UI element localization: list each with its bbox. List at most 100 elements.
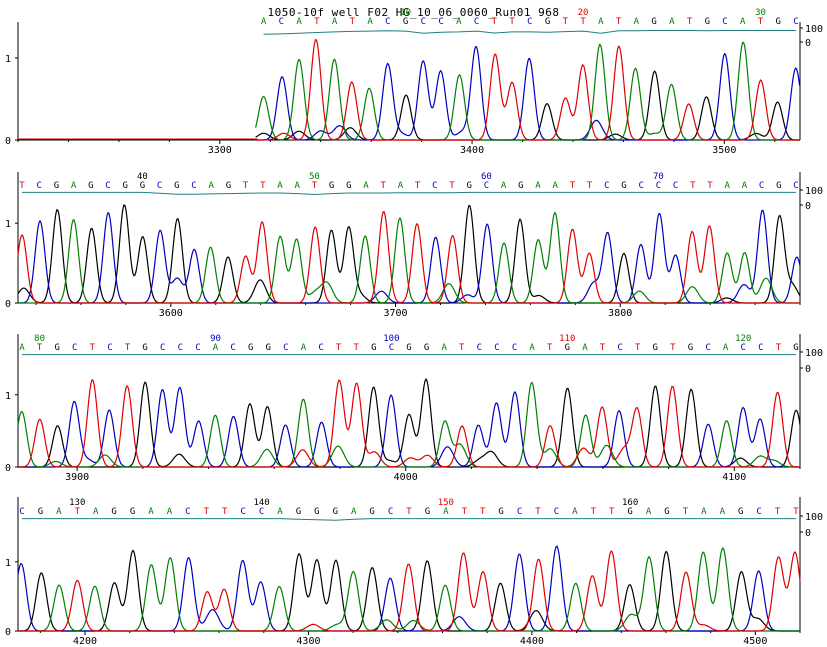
base-call: C [758,343,763,353]
base-call: C [105,181,110,191]
base-call: G [406,343,411,353]
base-call: G [329,181,334,191]
base-call: C [388,507,393,517]
trace-T [18,550,801,632]
base-call: C [604,181,609,191]
base-call: G [371,343,376,353]
q-tick-label: 0 [805,364,811,375]
y-tick-label: 1 [5,558,11,569]
base-call: G [424,343,429,353]
base-call: G [314,507,319,517]
base-call: A [208,181,214,191]
base-call: A [742,181,748,191]
base-call: T [670,343,676,353]
base-call: A [724,181,730,191]
x-tick-label: 4100 [722,472,746,483]
base-call: G [738,507,743,517]
base-call: A [441,343,447,353]
base-call: G [518,181,523,191]
base-number-label: 100 [383,334,399,344]
base-call: T [492,17,498,27]
base-call: C [195,343,200,353]
base-number-label: 140 [253,498,269,508]
base-call: G [226,181,231,191]
y-tick-label: 0 [5,136,11,147]
y-tick-label: 1 [5,219,11,230]
base-call: A [148,507,154,517]
base-number-label: 160 [622,498,638,508]
base-call: G [776,181,781,191]
base-call: A [456,17,462,27]
base-call: G [403,17,408,27]
base-call: A [634,17,640,27]
base-call: A [19,343,25,353]
base-call: A [56,507,62,517]
base-call: T [406,507,412,517]
base-call: C [705,343,710,353]
base-call: A [296,17,302,27]
base-call: C [389,343,394,353]
trace-A [255,41,800,141]
base-call: T [793,507,799,517]
base-call: C [554,507,559,517]
base-call: C [318,343,323,353]
x-tick-label: 3500 [712,145,736,156]
chart-title: 1050-10f well F02 HG_10_06_0060_Run01 96… [267,6,560,19]
base-call: T [415,181,421,191]
base-call: T [314,17,320,27]
base-call: G [498,507,503,517]
base-call: A [332,17,338,27]
base-call: C [107,343,112,353]
base-call: T [380,181,386,191]
base-call: G [346,181,351,191]
base-call: T [75,507,81,517]
y-tick-label: 1 [5,391,11,402]
base-number-label: 50 [309,172,320,182]
trace-C [18,209,801,304]
base-call: T [600,343,606,353]
base-call: G [664,507,669,517]
x-tick-label: 3400 [460,145,484,156]
base-call: C [283,343,288,353]
base-call: G [621,181,626,191]
quality-trace [22,191,796,196]
x-tick-label: 4400 [520,636,544,647]
base-call: C [759,181,764,191]
base-call: A [277,181,283,191]
base-call: T [687,17,693,27]
x-tick-label: 3600 [159,308,183,319]
trace-G [18,377,801,468]
panel-2: 1 0 100 0 3600 3700 3800 T C G A G C G G C G C A G T T A A T G G A T… [5,172,823,319]
base-call: T [570,181,576,191]
base-call: C [421,17,426,27]
y-tick-label: 0 [5,299,11,310]
base-call: T [125,343,131,353]
base-call: T [547,343,553,353]
base-call: G [54,181,59,191]
q-tick-label: 100 [805,348,823,359]
base-number-label: 10 [400,8,411,18]
x-tick-label: 4500 [743,636,767,647]
base-call: T [580,17,586,27]
base-number-label: 30 [755,8,766,18]
base-call: C [432,181,437,191]
base-call: A [646,507,652,517]
base-call: T [563,17,569,27]
base-call: T [243,181,249,191]
base-call: A [367,17,373,27]
base-call: A [572,507,578,517]
base-call: G [296,507,301,517]
y-tick-label: 0 [5,463,11,474]
base-call: G [88,181,93,191]
trace-C [255,46,801,141]
base-call: G [54,343,59,353]
panel-3: 1 0 100 0 3900 4000 4100 A T G C T C T G C C C A C G G C A C T T G C… [5,334,823,483]
base-number-label: 130 [69,498,85,508]
base-call: A [535,181,541,191]
base-call: A [301,343,307,353]
base-number-label: 80 [34,334,45,344]
base-call: C [191,181,196,191]
base-call: T [204,507,210,517]
base-call: G [248,343,253,353]
base-call: T [222,507,228,517]
